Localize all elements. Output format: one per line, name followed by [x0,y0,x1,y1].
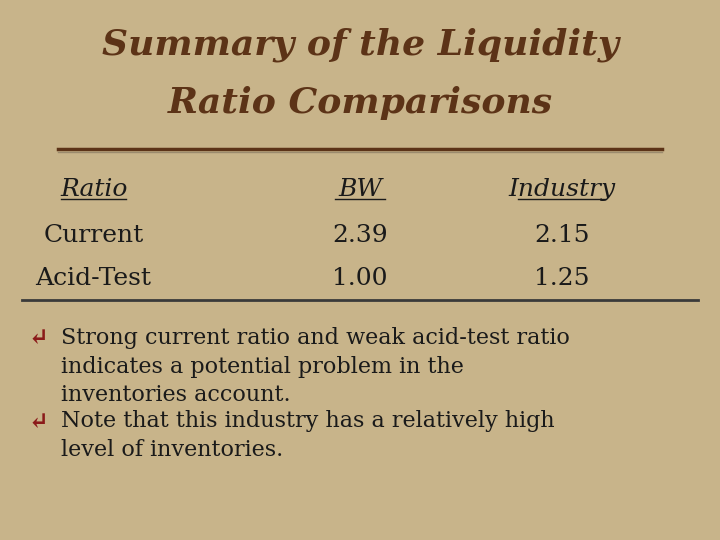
Text: Ratio: Ratio [60,178,127,201]
Text: ↵: ↵ [29,410,48,434]
Text: Acid-Test: Acid-Test [35,267,152,291]
Text: Ratio Comparisons: Ratio Comparisons [168,86,552,120]
Text: 2.39: 2.39 [332,224,388,247]
Text: 2.15: 2.15 [534,224,590,247]
Text: Industry: Industry [508,178,615,201]
Text: 1.00: 1.00 [332,267,388,291]
Text: ↵: ↵ [29,327,48,350]
Text: Strong current ratio and weak acid-test ratio
indicates a potential problem in t: Strong current ratio and weak acid-test … [61,327,570,406]
Text: 1.25: 1.25 [534,267,590,291]
Text: Summary of the Liquidity: Summary of the Liquidity [102,27,618,62]
Text: BW: BW [338,178,382,201]
Text: Current: Current [43,224,144,247]
Text: Note that this industry has a relatively high
level of inventories.: Note that this industry has a relatively… [61,410,555,461]
